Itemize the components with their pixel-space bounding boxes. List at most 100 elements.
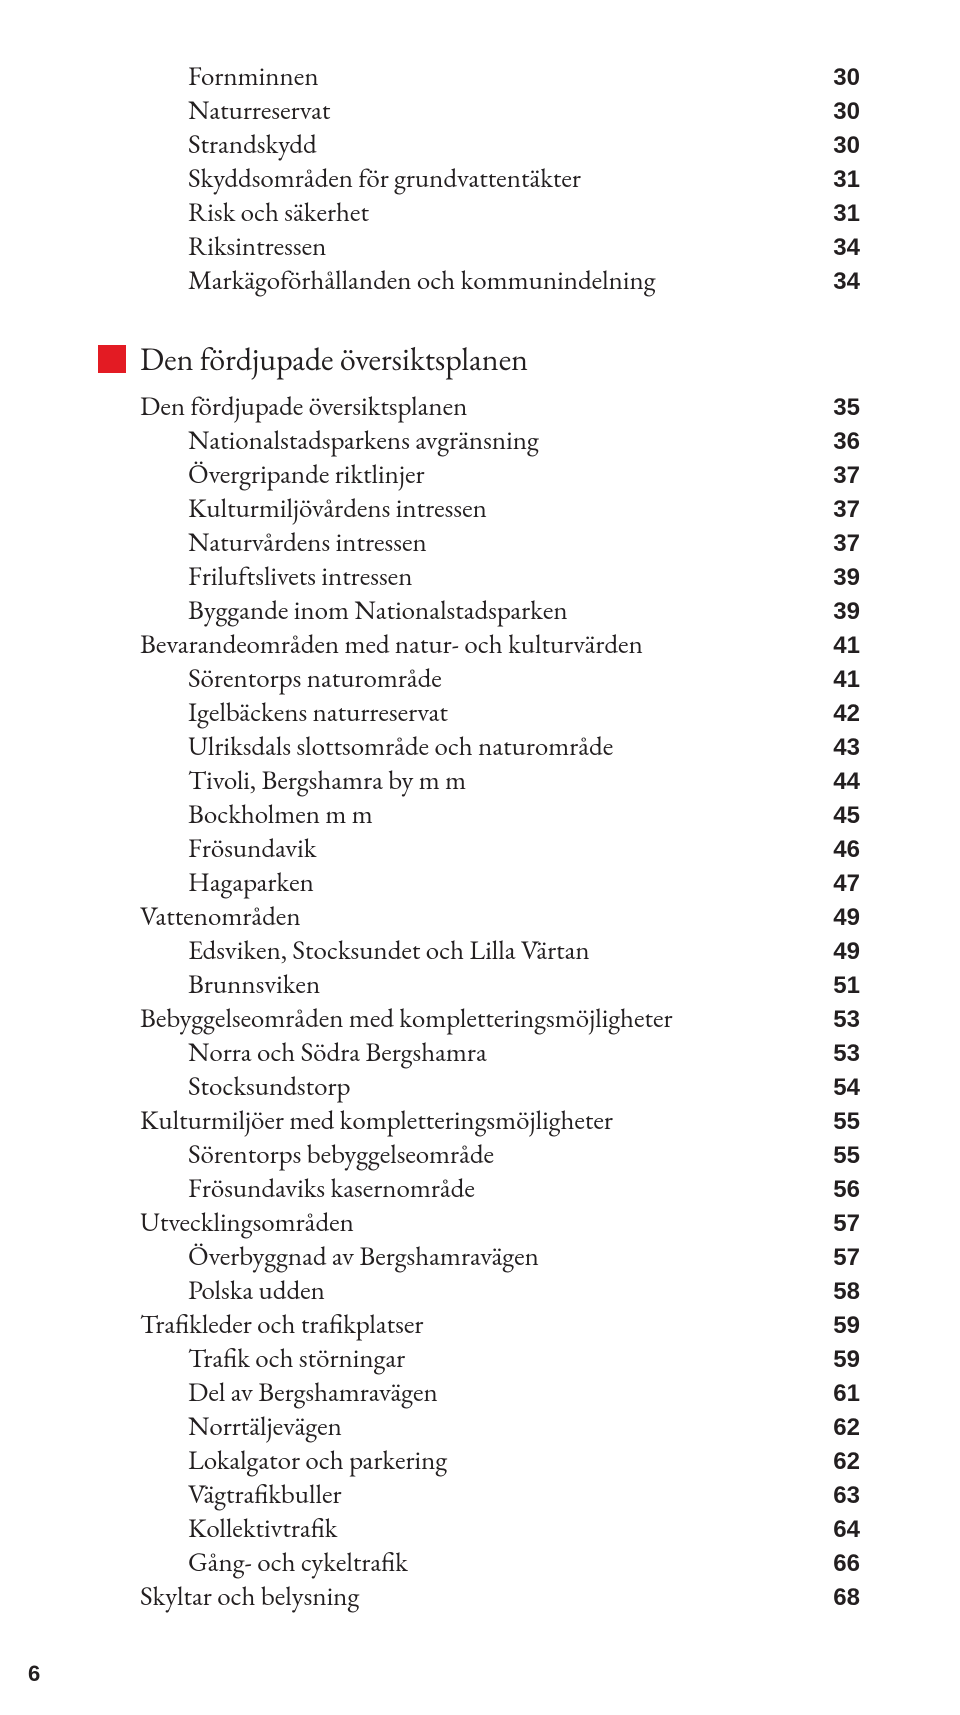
toc-pagenum: 45 <box>833 799 860 832</box>
toc-content: Fornminnen 30 Naturreservat 30 Strandskydd 30… <box>140 60 860 1614</box>
toc-pagenum: 53 <box>833 1037 860 1070</box>
toc-row: Trafikleder och trafikplatser 59 <box>140 1308 860 1342</box>
toc-pagenum: 51 <box>833 969 860 1002</box>
toc-row: Sörentorps naturområde41 <box>140 662 860 696</box>
toc-row: Kulturmiljövårdens intressen 37 <box>140 492 860 526</box>
toc-label: Ulriksdals slottsområde och naturområde <box>140 730 613 763</box>
toc-label: Skyltar och belysning <box>140 1580 359 1613</box>
toc-row: Stocksundstorp54 <box>140 1070 860 1104</box>
toc-row: Trafik och störningar 59 <box>140 1342 860 1376</box>
toc-label: Friluftslivets intressen <box>140 560 412 593</box>
toc-row: Risk och säkerhet 31 <box>140 196 860 230</box>
toc-pagenum: 58 <box>833 1275 860 1308</box>
toc-pagenum: 37 <box>833 527 860 560</box>
toc-pagenum: 59 <box>833 1343 860 1376</box>
toc-label: Fornminnen <box>140 60 319 93</box>
toc-label: Frösundavik <box>140 832 316 865</box>
toc-row: Naturreservat 30 <box>140 94 860 128</box>
toc-row: Gång- och cykeltrafik66 <box>140 1546 860 1580</box>
toc-row: Kollektivtrafik 64 <box>140 1512 860 1546</box>
toc-pagenum: 59 <box>833 1309 860 1342</box>
toc-pagenum: 37 <box>833 459 860 492</box>
toc-pagenum: 56 <box>833 1173 860 1206</box>
toc-row: Utvecklingsområden 57 <box>140 1206 860 1240</box>
toc-label: Trafikleder och trafikplatser <box>140 1308 423 1341</box>
toc-label: Norra och Södra Bergshamra <box>140 1036 487 1069</box>
toc-label: Övergripande riktlinjer <box>140 458 425 491</box>
toc-row: Polska udden 58 <box>140 1274 860 1308</box>
toc-pagenum: 31 <box>833 197 860 230</box>
toc-row: Markägoförhållanden och kommunindelning3… <box>140 264 860 298</box>
toc-pagenum: 43 <box>833 731 860 764</box>
toc-label: Nationalstadsparkens avgränsning <box>140 424 539 457</box>
toc-label: Utvecklingsområden <box>140 1206 354 1239</box>
toc-row: Skyddsområden för grundvattentäkter31 <box>140 162 860 196</box>
toc-row: Bebyggelseområden med kompletteringsmöjl… <box>140 1002 860 1036</box>
toc-row: Frösundavik46 <box>140 832 860 866</box>
toc-label: Frösundaviks kasernområde <box>140 1172 475 1205</box>
toc-label: Gång- och cykeltrafik <box>140 1546 408 1579</box>
toc-row: Överbyggnad av Bergshamravägen 57 <box>140 1240 860 1274</box>
toc-label: Kulturmiljövårdens intressen <box>140 492 487 525</box>
toc-pagenum: 55 <box>833 1105 860 1138</box>
toc-label: Överbyggnad av Bergshamravägen <box>140 1240 539 1273</box>
toc-pagenum: 39 <box>833 561 860 594</box>
toc-row: Skyltar och belysning 68 <box>140 1580 860 1614</box>
toc-label: Sörentorps naturområde <box>140 662 442 695</box>
toc-label: Vattenområden <box>140 900 301 933</box>
toc-row: Hagaparken47 <box>140 866 860 900</box>
toc-row: Edsviken, Stocksundet och Lilla Värtan49 <box>140 934 860 968</box>
toc-label: Trafik och störningar <box>140 1342 405 1375</box>
toc-pagenum: 61 <box>833 1377 860 1410</box>
toc-pagenum: 31 <box>833 163 860 196</box>
toc-row: Den fördjupade översiktsplanen35 <box>140 390 860 424</box>
toc-pagenum: 57 <box>833 1207 860 1240</box>
toc-label: Naturreservat <box>140 94 330 127</box>
toc-row: Riksintressen34 <box>140 230 860 264</box>
toc-label: Strandskydd <box>140 128 317 161</box>
toc-row: Sörentorps bebyggelseområde55 <box>140 1138 860 1172</box>
toc-label: Naturvårdens intressen <box>140 526 427 559</box>
toc-pagenum: 49 <box>833 935 860 968</box>
toc-pagenum: 30 <box>833 129 860 162</box>
toc-label: Del av Bergshamravägen <box>140 1376 438 1409</box>
toc-pagenum: 35 <box>833 391 860 424</box>
toc-pagenum: 64 <box>833 1513 860 1546</box>
toc-pagenum: 34 <box>833 265 860 298</box>
toc-pagenum: 41 <box>833 629 860 662</box>
toc-pagenum: 30 <box>833 95 860 128</box>
toc-label: Kollektivtrafik <box>140 1512 337 1545</box>
toc-label: Igelbäckens naturreservat <box>140 696 448 729</box>
toc-row: Frösundaviks kasernområde 56 <box>140 1172 860 1206</box>
toc-label: Vägtrafikbuller <box>140 1478 342 1511</box>
toc-pagenum: 37 <box>833 493 860 526</box>
toc-pagenum: 30 <box>833 61 860 94</box>
toc-row: Ulriksdals slottsområde och naturområde 4… <box>140 730 860 764</box>
toc-row: Lokalgator och parkering62 <box>140 1444 860 1478</box>
section-header: Den fördjupade översiktsplanen <box>140 338 860 380</box>
toc-pagenum: 53 <box>833 1003 860 1036</box>
section-title: Den fördjupade översiktsplanen <box>140 338 528 380</box>
toc-pagenum: 49 <box>833 901 860 934</box>
toc-row: Strandskydd 30 <box>140 128 860 162</box>
toc-pagenum: 42 <box>833 697 860 730</box>
toc-label: Byggande inom Nationalstadsparken <box>140 594 568 627</box>
toc-row: Byggande inom Nationalstadsparken 39 <box>140 594 860 628</box>
toc-pagenum: 68 <box>833 1581 860 1614</box>
toc-label: Kulturmiljöer med kompletteringsmöjlighe… <box>140 1104 613 1137</box>
toc-row: Norra och Södra Bergshamra 53 <box>140 1036 860 1070</box>
toc-pagenum: 57 <box>833 1241 860 1274</box>
toc-label: Polska udden <box>140 1274 325 1307</box>
page-number: 6 <box>28 1661 40 1687</box>
page: Fornminnen 30 Naturreservat 30 Strandskydd 30… <box>0 0 960 1715</box>
toc-row: Naturvårdens intressen 37 <box>140 526 860 560</box>
toc-label: Tivoli, Bergshamra by m m <box>140 764 466 797</box>
toc-pagenum: 54 <box>833 1071 860 1104</box>
toc-pagenum: 36 <box>833 425 860 458</box>
toc-pagenum: 39 <box>833 595 860 628</box>
toc-row: Fornminnen 30 <box>140 60 860 94</box>
toc-row: Nationalstadsparkens avgränsning 36 <box>140 424 860 458</box>
section-gap <box>140 298 860 338</box>
toc-label: Bockholmen m m <box>140 798 373 831</box>
toc-label: Risk och säkerhet <box>140 196 369 229</box>
